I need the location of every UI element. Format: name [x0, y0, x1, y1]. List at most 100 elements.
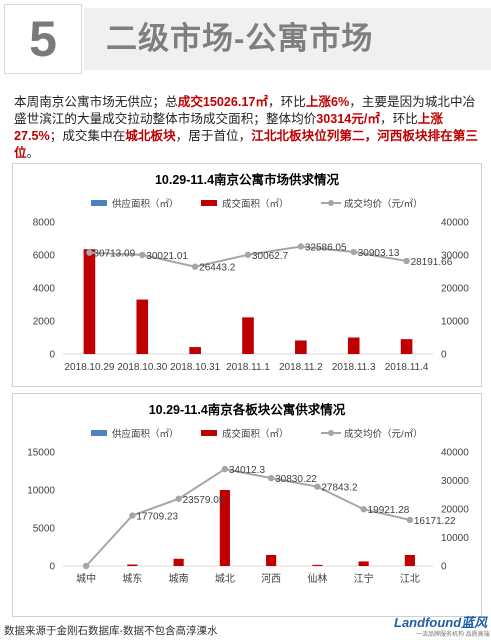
x-tick-label: 江北: [400, 573, 420, 585]
price-data-label: 30830.22: [275, 474, 317, 485]
x-tick-label: 2018.11.4: [385, 362, 429, 373]
x-tick-label: 2018.11.1: [226, 362, 270, 373]
y-right-tick-label: 30000: [441, 476, 469, 487]
y-right-tick-label: 40000: [441, 218, 469, 229]
page-title: 二级市场-公寓市场: [106, 21, 374, 56]
summary-text-1: 本周南京公寓市场无供应；总: [14, 95, 178, 109]
x-tick-label: 江宁: [354, 572, 374, 585]
x-tick-label: 河西: [261, 573, 281, 585]
price-point: [297, 243, 305, 250]
deal-bar: [136, 299, 149, 354]
deal-bar: [189, 347, 201, 354]
price-data-label: 16171.22: [414, 516, 456, 527]
deal-bar: [404, 554, 415, 566]
price-point: [360, 506, 367, 513]
y-left-tick-label: 0: [49, 350, 55, 361]
section-number: 5: [29, 11, 57, 67]
x-tick-label: 2018.10.31: [170, 362, 220, 373]
price-point: [191, 263, 199, 270]
legend-label: 成交均价（元/㎡）: [344, 428, 423, 440]
y-right-tick-label: 0: [441, 562, 447, 573]
legend-label: 成交均价（元/㎡）: [344, 198, 423, 210]
price-data-label: 30062.7: [252, 251, 289, 262]
y-left-tick-label: 4000: [33, 284, 56, 295]
summary-text-6: ，居于首位，: [175, 129, 252, 143]
price-data-label: 30713.09: [93, 249, 135, 260]
price-point: [314, 483, 321, 490]
chart-title: 10.29-11.4南京公寓市场供求情况: [155, 172, 340, 187]
price-data-label: 26443.2: [199, 263, 236, 274]
summary-highlight-top-district: 城北板块: [125, 129, 176, 143]
price-point: [406, 516, 414, 524]
price-data-label: 17709.23: [136, 512, 178, 523]
price-line: [85, 468, 411, 567]
district-chart-panel: 10.29-11.4南京各板块公寓供求情况 供应面积（㎡） 成交面积（㎡） 成交均价（…: [12, 393, 482, 617]
logo-tagline: 一流品牌服务机构 品质高端: [416, 632, 490, 638]
y-left-tick-label: 15000: [27, 448, 55, 459]
summary-text-3: ，主要是因为城北中冶盛世滨江的大量成交拉动整体市场成交面积；整体均价: [14, 95, 476, 126]
landfound-logo: Landfound蓝风 一流品牌服务机构 品质高端: [394, 612, 490, 638]
y-left-tick-label: 8000: [33, 218, 56, 229]
y-left-tick-label: 0: [49, 562, 55, 573]
y-right-tick-label: 10000: [441, 533, 469, 544]
deal-bar: [400, 339, 413, 354]
price-point: [244, 251, 252, 258]
summary-text-7: 。: [26, 146, 40, 160]
summary-highlight-area-change: 上涨6%: [305, 95, 350, 109]
y-left-tick-label: 10000: [27, 486, 55, 497]
price-data-label: 19921.28: [368, 505, 410, 516]
summary-highlight-avg-price: 30314元/㎡: [316, 112, 380, 126]
section-number-box: 5: [4, 4, 82, 74]
y-right-tick-label: 0: [441, 350, 447, 361]
price-data-label: 23579.05: [183, 495, 225, 506]
price-point: [175, 495, 182, 502]
y-right-tick-label: 20000: [441, 505, 469, 516]
data-source-note: 数据来源于金刚石数据库-数据不包含高淳溧水: [4, 625, 218, 637]
legend-swatch-deal: [201, 200, 217, 206]
legend-swatch-deal: [201, 430, 217, 436]
summary-paragraph: 本周南京公寓市场无供应；总成交15026.17㎡，环比上涨6%，主要是因为城北中…: [14, 94, 480, 162]
summary-highlight-price-change: 上涨27.5%: [14, 112, 443, 143]
legend-label: 供应面积（㎡）: [112, 198, 179, 210]
deal-bar: [242, 317, 254, 354]
y-right-tick-label: 40000: [441, 448, 469, 459]
price-point: [267, 474, 275, 482]
legend-swatch-supply: [91, 430, 107, 436]
legend-label: 成交面积（㎡）: [222, 428, 289, 440]
x-tick-label: 城北: [215, 573, 235, 585]
summary-text-5: ；成交集中在: [49, 129, 126, 143]
deal-bar: [347, 337, 360, 354]
y-left-tick-label: 2000: [33, 317, 56, 328]
deal-bar: [312, 564, 323, 566]
x-tick-label: 2018.10.30: [117, 362, 167, 373]
title-band: 二级市场-公寓市场: [84, 8, 491, 70]
price-data-label: 34012.3: [229, 465, 266, 476]
price-data-label: 28191.66: [411, 257, 453, 268]
y-left-tick-label: 5000: [33, 524, 56, 535]
y-right-tick-label: 20000: [441, 284, 469, 295]
legend-label: 成交面积（㎡）: [222, 198, 289, 210]
y-right-tick-label: 30000: [441, 251, 469, 262]
x-tick-label: 2018.10.29: [64, 362, 114, 373]
deal-bar: [173, 558, 184, 566]
y-right-tick-label: 10000: [441, 317, 469, 328]
legend-label: 供应面积（㎡）: [112, 428, 179, 440]
x-tick-label: 2018.11.3: [332, 362, 376, 373]
price-point: [86, 249, 93, 256]
logo-wordmark: Landfound蓝风: [394, 615, 488, 630]
deal-bar: [266, 554, 277, 566]
legend-swatch-supply: [91, 200, 107, 206]
legend-swatch-price-marker: [328, 200, 334, 206]
summary-highlight-ranking: 江北北板块位列第二，河西板块排在第三位: [14, 129, 478, 160]
price-point: [221, 465, 229, 473]
summary-text-2: ，环比: [268, 95, 306, 109]
x-tick-label: 2018.11.2: [279, 362, 323, 373]
deal-bar: [127, 564, 138, 566]
deal-bar: [358, 561, 369, 566]
daily-chart-panel: 10.29-11.4南京公寓市场供求情况供应面积（㎡） 成交面积（㎡） 成交均价（元…: [12, 163, 482, 387]
price-data-label: 27843.2: [321, 483, 358, 494]
y-left-tick-label: 6000: [33, 251, 56, 262]
page-header: 5 二级市场-公寓市场: [0, 0, 491, 76]
